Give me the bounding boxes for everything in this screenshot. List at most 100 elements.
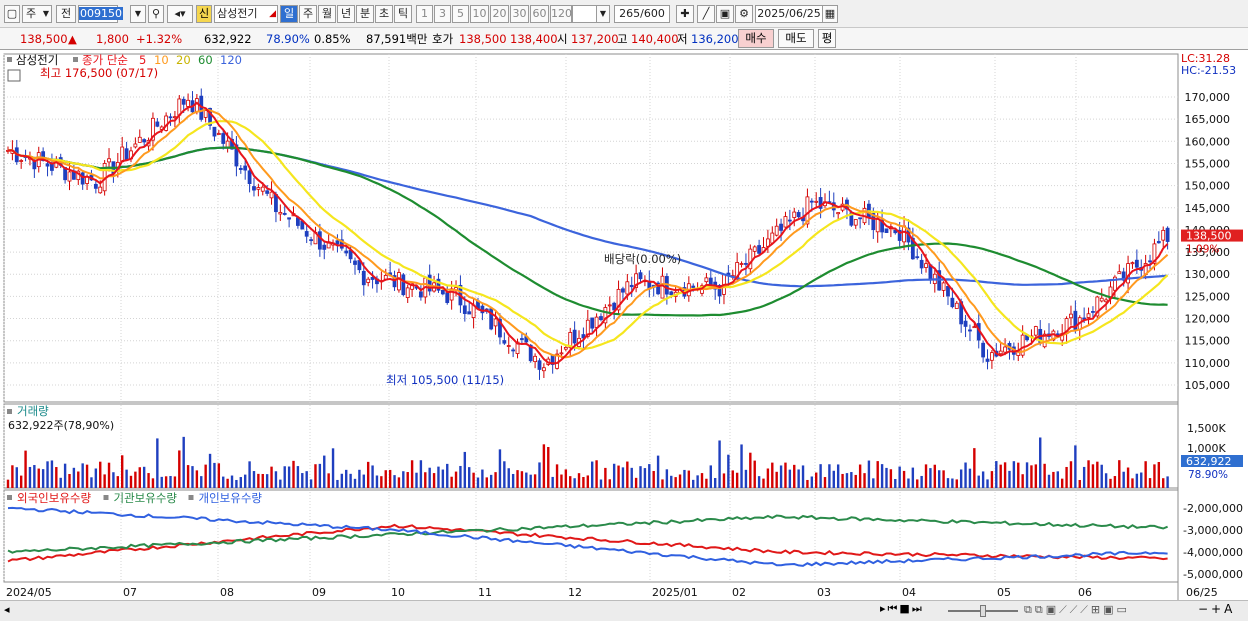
candle-body — [853, 219, 858, 226]
stock-code-field[interactable]: 009150 — [78, 5, 123, 23]
candle-body — [805, 196, 810, 225]
volume-bar — [415, 472, 418, 488]
volume-bar — [951, 478, 954, 488]
volume-bar — [243, 474, 247, 488]
y-tick-label: 165,000 — [1185, 113, 1231, 126]
candle-body — [1069, 313, 1073, 319]
chart-type-select[interactable]: 주 ▼ — [22, 5, 52, 23]
prev-button[interactable]: 전 — [56, 5, 76, 23]
volume-last-pct: 78.90% — [1188, 469, 1228, 481]
period-tab-2[interactable]: 월 — [318, 5, 336, 23]
volume-bar — [1025, 462, 1029, 488]
volume-bar — [1118, 460, 1121, 488]
period-tab-6[interactable]: 틱 — [394, 5, 412, 23]
volume-bar — [472, 472, 475, 488]
calendar-icon[interactable]: ▦ — [822, 5, 838, 23]
x-tick-label-last: 06/25 — [1186, 586, 1218, 599]
search-icon[interactable]: ⚲ — [148, 5, 164, 23]
chart-scrollbar[interactable]: ◂ ▸⏮■⏭ ⧉⧉▣⟋⟋⟋⊞▣▭ −+A — [0, 600, 1248, 621]
interval-button-20[interactable]: 20 — [490, 5, 509, 23]
drawing-tool-icon[interactable]: ╱ — [697, 5, 715, 23]
candle-body — [1112, 276, 1117, 291]
volume-bar — [270, 466, 273, 488]
candle-body — [436, 278, 441, 291]
date-field[interactable]: 2025/06/25 — [755, 5, 823, 23]
gear-icon[interactable]: ⚙ — [735, 5, 753, 23]
volume-bar — [959, 469, 963, 488]
candle-body — [322, 244, 327, 250]
volume-bar — [384, 470, 387, 488]
candle-body — [155, 121, 160, 127]
candle-body — [625, 281, 630, 295]
crosshair-icon[interactable]: ✚ — [676, 5, 694, 23]
volume-bar — [454, 471, 458, 488]
tool-icons[interactable]: ⧉⧉▣⟋⟋⟋⊞▣▭ — [1024, 603, 1130, 616]
zoom-slider-handle[interactable] — [980, 605, 986, 617]
legend-period-5: 5 — [139, 53, 146, 67]
code-dropdown-button[interactable]: ▼ — [130, 5, 146, 23]
candle-body — [528, 344, 533, 362]
period-tab-3[interactable]: 년 — [337, 5, 355, 23]
interval-button-3[interactable]: 3 — [434, 5, 451, 23]
volume-bar — [1113, 476, 1117, 488]
data-count-field[interactable]: 265/600 — [614, 5, 670, 23]
buy-button[interactable]: 매수 — [738, 29, 774, 48]
candle-body — [572, 329, 577, 344]
volume-bar — [845, 473, 849, 488]
scroll-left-icon[interactable]: ◂ — [4, 603, 10, 616]
candle-body — [1086, 313, 1091, 318]
volume-bar — [59, 477, 62, 488]
volume-bar — [476, 477, 480, 488]
volume-bar — [902, 470, 906, 488]
zoom-controls[interactable]: −+A — [1198, 602, 1236, 616]
volume-bar — [634, 477, 638, 488]
save-icon[interactable]: ▣ — [716, 5, 734, 23]
volume-bar — [757, 476, 761, 488]
volume-bar — [252, 471, 256, 488]
volume-readout: 632,922주(78,90%) — [8, 419, 114, 432]
candle-body — [238, 167, 243, 170]
speaker-icon[interactable]: ◂▾ — [167, 5, 193, 23]
interval-button-5[interactable]: 5 — [452, 5, 469, 23]
period-tab-0[interactable]: 일 — [280, 5, 298, 23]
interval-button-30[interactable]: 30 — [510, 5, 529, 23]
x-tick-label: 04 — [902, 586, 916, 599]
volume-bar — [463, 451, 467, 488]
volume-bar — [37, 468, 40, 488]
interval-button-120[interactable]: 120 — [550, 5, 572, 23]
volume-bar — [876, 461, 879, 488]
volume-bar — [327, 473, 330, 488]
period-tab-1[interactable]: 주 — [299, 5, 317, 23]
volume-bar — [375, 475, 379, 488]
interval-button-1[interactable]: 1 — [416, 5, 433, 23]
volume-bar — [397, 477, 401, 488]
period-tab-5[interactable]: 초 — [375, 5, 393, 23]
volume-bar — [880, 464, 884, 488]
candle-body — [941, 282, 946, 291]
candle-body — [915, 256, 920, 259]
volume-bar — [766, 468, 770, 488]
dividend-annotation: 배당락(0.00%) — [604, 252, 681, 266]
sell-button[interactable]: 매도 — [778, 29, 814, 48]
stock-chart[interactable]: 2024/05 07 08 09 10 11 12 2025/01 02 03 04 05 06 06/2… — [0, 50, 1248, 603]
candle-body — [585, 319, 590, 337]
interval-button-10[interactable]: 10 — [470, 5, 489, 23]
volume-bar — [169, 475, 172, 488]
playback-controls[interactable]: ▸⏮■⏭ — [880, 602, 924, 615]
chart-toolbar: ▢ 주 ▼ 전 009150 ▼ ⚲ ◂▾ 신 삼성전기 ◢ ▼ 265/600 ✚… — [0, 0, 1248, 28]
candle-body — [946, 286, 950, 297]
volume-bar — [1060, 478, 1064, 488]
y-tick-label: 155,000 — [1185, 157, 1231, 170]
interval-dropdown-icon[interactable]: ▼ — [596, 5, 610, 23]
stock-name-field[interactable]: 삼성전기 ◢ — [214, 5, 278, 23]
volume-bar — [898, 466, 901, 488]
evaluate-button[interactable]: 평 — [818, 29, 836, 48]
volume-bar — [208, 453, 212, 488]
window-menu-icon[interactable]: ▢ — [4, 5, 20, 23]
volume-bar — [775, 471, 778, 488]
ma60-line — [8, 146, 1168, 317]
period-tab-4[interactable]: 분 — [356, 5, 374, 23]
holdings-tick-label: -4,000,000 — [1183, 546, 1243, 559]
candle-body — [581, 334, 586, 339]
interval-button-60[interactable]: 60 — [530, 5, 549, 23]
